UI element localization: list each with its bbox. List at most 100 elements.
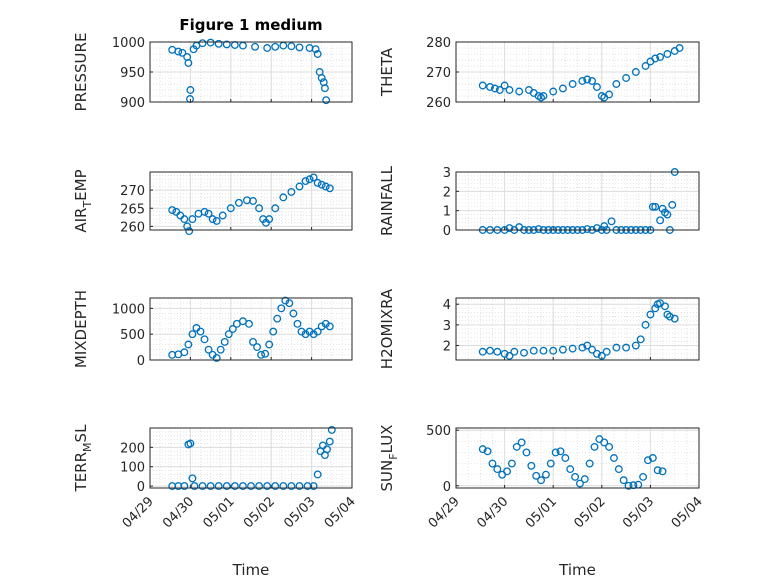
y-axis-label-main: THETA	[378, 47, 396, 97]
data-point	[661, 302, 669, 311]
data-point	[571, 472, 580, 481]
data-point	[325, 322, 334, 331]
data-point	[212, 353, 221, 362]
data-point	[539, 346, 548, 355]
axes-frame	[455, 297, 700, 361]
y-axis-label-suffix: SL	[72, 424, 90, 443]
y-tick-label: 900	[120, 96, 145, 111]
data-point	[500, 81, 509, 90]
data-point	[478, 445, 487, 454]
data-point	[311, 45, 320, 54]
data-point	[644, 456, 652, 465]
data-point	[198, 39, 207, 48]
data-point	[629, 481, 638, 490]
data-point	[174, 47, 183, 56]
data-point	[185, 227, 194, 236]
y-axis-label-main: SUN	[378, 460, 396, 492]
data-point	[578, 77, 587, 85]
data-point	[313, 327, 322, 336]
data-point	[517, 438, 526, 447]
data-point	[247, 482, 255, 491]
data-point	[208, 215, 217, 224]
y-tick-label: 1	[443, 205, 451, 220]
data-point	[269, 327, 278, 336]
y-axis-label-suffix: LUX	[378, 425, 396, 454]
y-axis-label-subscript: F	[387, 453, 400, 459]
data-point	[220, 337, 229, 346]
data-point	[478, 347, 487, 356]
data-point	[325, 184, 334, 193]
subplot-1: 900 950 1000 PRESSURE	[72, 33, 353, 112]
data-point	[585, 459, 594, 468]
data-point	[295, 482, 304, 491]
data-point	[271, 42, 280, 51]
data-point	[263, 44, 272, 52]
y-axis-label-main: RAINFALL	[378, 165, 396, 236]
data-point	[238, 482, 247, 491]
data-point	[534, 225, 543, 233]
data-point	[257, 350, 266, 359]
data-point	[651, 202, 660, 211]
data-point	[295, 43, 304, 52]
data-point	[583, 225, 592, 233]
data-point	[309, 173, 318, 182]
axes-frame	[149, 171, 353, 231]
data-point	[486, 346, 494, 355]
data-point	[631, 341, 640, 350]
data-point	[648, 454, 657, 462]
data-series	[168, 296, 334, 362]
data-point	[317, 74, 326, 82]
y-tick-label: 3	[443, 166, 451, 181]
data-point	[515, 87, 524, 96]
data-point	[184, 59, 193, 67]
data-point	[321, 319, 330, 328]
data-point	[309, 330, 318, 339]
data-point	[639, 472, 648, 481]
y-tick-label: 270	[426, 66, 451, 81]
data-point	[255, 204, 264, 213]
data-point	[651, 54, 660, 63]
data-point	[641, 320, 650, 329]
data-point	[196, 327, 205, 336]
data-point	[228, 325, 237, 333]
y-axis-label: THETA	[378, 47, 396, 97]
data-point	[495, 86, 504, 94]
data-point	[578, 343, 587, 352]
data-point	[605, 442, 614, 451]
y-tick-label: 270	[120, 184, 145, 199]
data-point	[619, 476, 628, 485]
data-point	[265, 340, 274, 349]
data-point	[287, 42, 296, 51]
data-point	[549, 87, 558, 96]
y-axis-label-main: PRESSURE	[72, 33, 90, 112]
data-point	[512, 442, 521, 451]
y-axis-label: RAINFALL	[378, 165, 396, 236]
data-point	[186, 86, 195, 94]
data-point	[285, 299, 294, 308]
data-point	[234, 198, 243, 207]
data-point	[322, 96, 331, 105]
data-point	[624, 481, 633, 490]
data-point	[522, 448, 531, 457]
data-point	[255, 482, 264, 491]
data-point	[636, 335, 645, 344]
data-point	[253, 343, 262, 352]
figure-title: Figure 1 medium	[179, 16, 322, 34]
data-point	[204, 345, 213, 354]
data-point	[537, 476, 545, 485]
data-point	[622, 74, 631, 82]
data-point	[566, 465, 575, 474]
data-point	[178, 48, 187, 57]
data-point	[320, 84, 329, 93]
data-series	[168, 173, 334, 236]
data-point	[551, 448, 560, 457]
data-point	[651, 304, 660, 313]
data-point	[580, 475, 589, 484]
x-axis-label: Time	[558, 561, 596, 579]
data-point	[500, 349, 509, 358]
y-axis-label-subscript: T	[81, 201, 94, 209]
data-point	[658, 467, 667, 476]
subplot-4: 0 1 2 3 RAINFALL	[378, 165, 700, 239]
